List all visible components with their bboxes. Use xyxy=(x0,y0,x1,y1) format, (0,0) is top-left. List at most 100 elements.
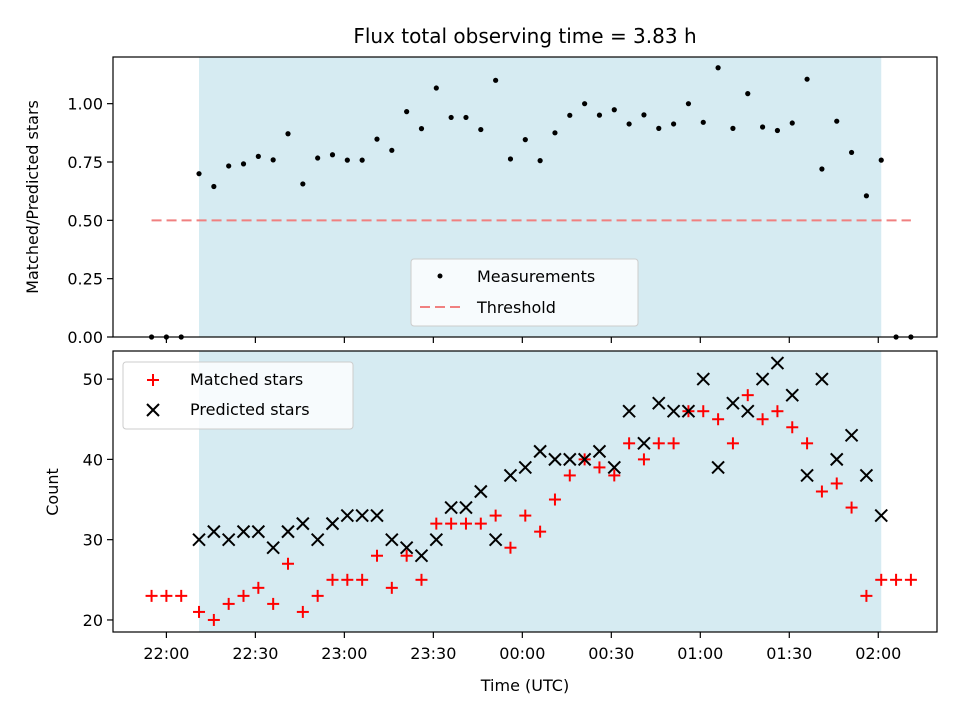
predicted-star-point xyxy=(607,460,621,475)
matched-star-point xyxy=(712,413,725,426)
predicted-star-point xyxy=(281,524,295,539)
matched-star-point xyxy=(237,589,250,602)
measurement-point xyxy=(389,147,395,153)
measurement-point xyxy=(315,155,321,161)
measurement-point xyxy=(685,101,692,107)
predicted-star-point xyxy=(652,396,666,410)
matched-star-point xyxy=(207,613,220,626)
predicted-star-point xyxy=(296,516,310,531)
measurement-point xyxy=(671,121,677,127)
measurement-point xyxy=(611,107,617,113)
matched-star-point xyxy=(222,597,235,610)
measurement-point xyxy=(211,183,217,190)
matched-star-point xyxy=(845,501,858,514)
predicted-star-point xyxy=(518,460,533,475)
bottom-y-tick-label: 50 xyxy=(83,370,103,389)
measurement-point xyxy=(804,76,810,82)
matched-star-point xyxy=(341,573,354,586)
predicted-star-point xyxy=(859,468,874,483)
predicted-star-point xyxy=(563,452,577,467)
matched-star-point xyxy=(890,573,903,586)
top-y-ticks: 0.00 0.25 0.50 0.75 1.00 xyxy=(67,95,113,347)
top-y-tick-label: 0.25 xyxy=(67,270,103,289)
matched-star-point xyxy=(193,605,206,618)
predicted-star-point xyxy=(844,428,859,443)
predicted-star-point xyxy=(251,524,266,539)
matched-star-point xyxy=(282,557,295,570)
matched-star-point xyxy=(637,453,650,466)
measurement-point xyxy=(759,124,766,130)
measurement-point xyxy=(226,163,232,169)
predicted-star-point xyxy=(755,372,770,386)
measurement-point xyxy=(774,127,781,134)
measurement-point xyxy=(448,114,454,121)
legend-matched-marker xyxy=(147,374,159,386)
matched-star-point xyxy=(430,517,443,530)
matched-star-point xyxy=(563,469,576,482)
measurement-point xyxy=(700,119,706,125)
matched-star-point xyxy=(860,589,873,602)
predicted-star-point xyxy=(874,508,888,523)
predicted-star-point xyxy=(785,388,799,402)
matched-star-point xyxy=(356,573,369,586)
predicted-star-point xyxy=(800,468,814,483)
x-tick-label: 00:30 xyxy=(588,644,634,663)
matched-star-point xyxy=(415,573,428,586)
measurement-point xyxy=(582,101,588,107)
predicted-star-point xyxy=(236,524,251,539)
matched-star-point xyxy=(815,485,828,498)
measurement-point xyxy=(819,166,825,172)
matched-star-point xyxy=(311,589,324,602)
bottom-y-axis-label: Count xyxy=(43,468,62,516)
top-y-axis-label: Matched/Predicted stars xyxy=(23,100,42,294)
predicted-star-point xyxy=(310,532,325,547)
matched-star-point xyxy=(786,421,799,434)
predicted-star-point xyxy=(370,508,384,523)
predicted-star-point xyxy=(815,372,829,386)
matched-stars-points xyxy=(145,389,917,626)
predicted-star-point xyxy=(385,532,399,547)
chart-title: Flux total observing time = 3.83 h xyxy=(353,24,696,48)
measurement-point xyxy=(404,109,410,115)
measurement-point xyxy=(300,181,306,187)
measurement-point xyxy=(329,152,336,158)
x-tick-label: 00:00 xyxy=(499,644,545,663)
measurement-point xyxy=(656,125,662,131)
measurement-point xyxy=(596,112,603,118)
x-tick-label: 23:30 xyxy=(410,644,456,663)
predicted-star-point xyxy=(666,404,681,418)
predicted-star-point xyxy=(340,508,355,523)
measurement-point xyxy=(507,156,514,162)
x-tick-label: 01:30 xyxy=(766,644,812,663)
bottom-y-tick-label: 40 xyxy=(83,450,103,469)
measurement-point xyxy=(418,126,425,132)
top-y-tick-label: 0.75 xyxy=(67,153,103,172)
top-panel: 0.00 0.25 0.50 0.75 1.00 Matched/Predicted s… xyxy=(23,56,938,347)
predicted-star-point xyxy=(459,500,473,515)
x-tick-label: 02:00 xyxy=(855,644,901,663)
matched-star-point xyxy=(534,525,547,538)
measurement-point xyxy=(463,114,469,121)
matched-star-point xyxy=(548,493,561,506)
x-tick-label: 23:00 xyxy=(321,644,367,663)
predicted-star-point xyxy=(577,452,592,467)
predicted-star-point xyxy=(414,549,429,563)
matched-star-point xyxy=(771,405,784,418)
measurement-point xyxy=(641,112,647,118)
measurement-point xyxy=(478,126,484,133)
x-tick-label: 22:30 xyxy=(232,644,278,663)
predicted-star-point xyxy=(221,532,236,547)
predicted-star-point xyxy=(207,524,221,539)
measurement-point xyxy=(344,157,350,163)
matched-star-point xyxy=(370,549,383,562)
bottom-y-tick-label: 20 xyxy=(83,611,103,630)
measurement-point xyxy=(522,137,528,143)
predicted-star-point xyxy=(192,532,206,547)
top-legend: Measurements Threshold xyxy=(410,258,639,327)
matched-star-point xyxy=(667,437,680,450)
matched-star-point xyxy=(474,517,487,530)
measurement-point xyxy=(240,161,247,167)
predicted-star-point xyxy=(726,396,740,410)
legend-threshold-label: Threshold xyxy=(476,298,556,317)
